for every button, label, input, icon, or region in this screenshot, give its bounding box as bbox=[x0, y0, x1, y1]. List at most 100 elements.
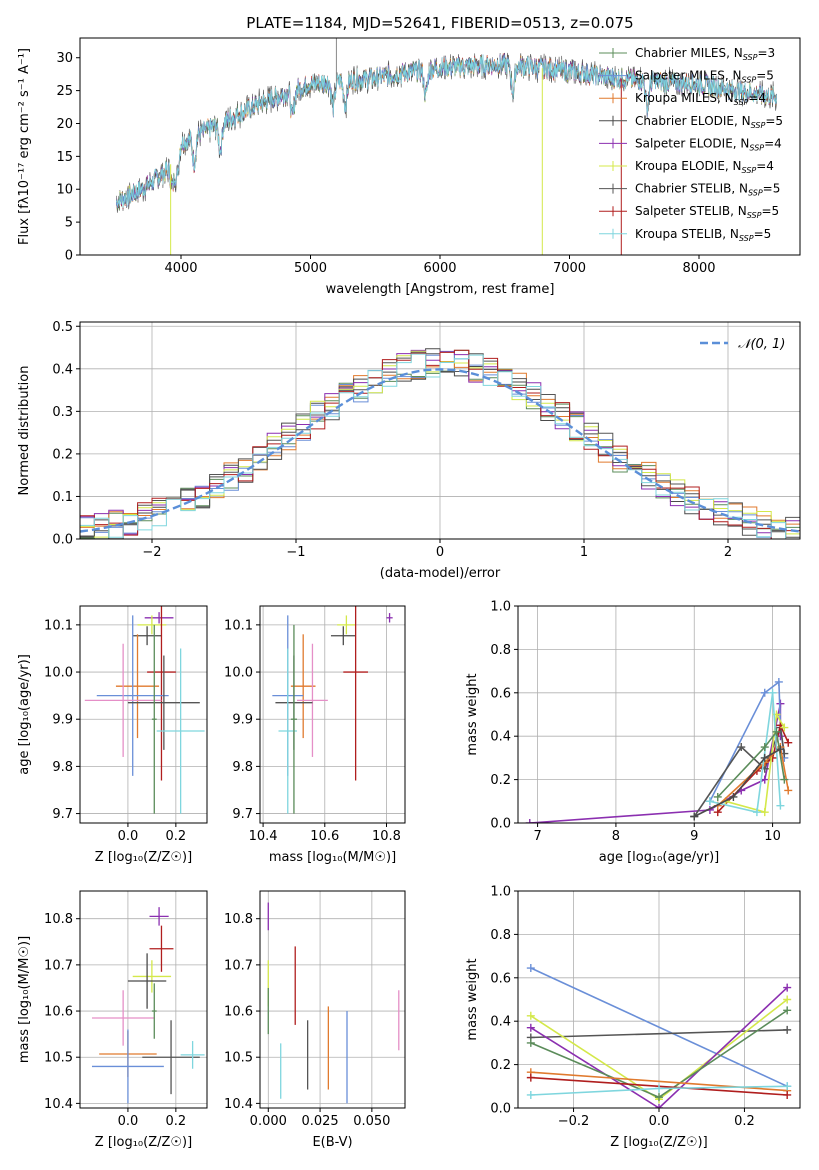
x-tick-label: 8 bbox=[612, 829, 620, 844]
plot-area bbox=[272, 606, 393, 814]
series-line bbox=[530, 967, 788, 1088]
plot-area bbox=[116, 38, 777, 255]
plot-area bbox=[84, 606, 205, 814]
y-tick-label: 1.0 bbox=[490, 600, 511, 615]
panel-weight_vs_Z: −0.2 0.0 0.2 0.0 0.2 0.4 0.6 0.8 1.0 Z [log₁₀(Z/Z… bbox=[465, 885, 801, 1150]
data-point bbox=[737, 743, 746, 752]
legend-entry: Kroupa ELODIE, NSSP=4 bbox=[635, 159, 774, 175]
data-point bbox=[760, 775, 769, 784]
y-tick-label: 0.4 bbox=[52, 362, 73, 377]
spectrum-kroupa_stelib bbox=[116, 54, 777, 208]
y-tick-label: 0.8 bbox=[490, 928, 511, 943]
gaussian-curve bbox=[80, 368, 800, 533]
y-axis-label: age [log₁₀(age/yr)] bbox=[17, 654, 32, 775]
y-tick-label: 10.5 bbox=[224, 1051, 253, 1066]
data-point bbox=[784, 786, 793, 795]
y-axis-label: Flux [fλ10⁻¹⁷ erg cm⁻² s⁻¹ A⁻¹] bbox=[17, 48, 32, 245]
data-point bbox=[776, 745, 785, 754]
x-tick-label: −2 bbox=[142, 545, 161, 560]
legend-entry: Salpeter MILES, NSSP=5 bbox=[635, 69, 774, 85]
data-point bbox=[776, 801, 785, 810]
plot-area bbox=[526, 964, 792, 1108]
panel-mass_vs_Z: 0.0 0.2 10.4 10.5 10.6 10.7 10.8 Z [log₁₀(Z/Z☉)… bbox=[17, 890, 208, 1150]
legend-entry: Salpeter ELODIE, NSSP=4 bbox=[635, 136, 782, 152]
y-tick-label: 10.1 bbox=[44, 618, 73, 633]
data-point bbox=[690, 812, 699, 821]
plot-area bbox=[267, 902, 400, 1104]
data-point bbox=[655, 1104, 663, 1108]
y-tick-label: 10.1 bbox=[224, 618, 253, 633]
legend: 𝒩(0, 1) bbox=[700, 337, 785, 352]
x-tick-label: 0.2 bbox=[166, 829, 187, 844]
x-axis-label: Z [log₁₀(Z/Z☉)] bbox=[95, 1135, 192, 1150]
x-tick-label: 0.2 bbox=[166, 1114, 187, 1129]
data-point bbox=[780, 775, 789, 784]
figure-title: PLATE=1184, MJD=52641, FIBERID=0513, z=0… bbox=[246, 14, 633, 32]
legend-entry: Kroupa MILES, NSSP=4 bbox=[635, 91, 766, 107]
y-tick-label: 0 bbox=[65, 249, 73, 264]
axes-frame bbox=[259, 890, 406, 1109]
x-tick-label: 0.0 bbox=[118, 1114, 139, 1129]
data-point bbox=[655, 1093, 663, 1102]
data-point bbox=[655, 1084, 663, 1093]
y-tick-label: 0.4 bbox=[490, 1015, 511, 1030]
data-point bbox=[760, 808, 769, 817]
x-axis-label: (data-model)/error bbox=[380, 566, 501, 581]
y-tick-label: 10.0 bbox=[44, 666, 73, 681]
x-tick-label: 9 bbox=[690, 829, 698, 844]
data-point bbox=[760, 753, 769, 762]
y-tick-label: 0.6 bbox=[490, 971, 511, 986]
series-line bbox=[693, 724, 786, 817]
data-point bbox=[760, 743, 769, 752]
legend-entry: 𝒩(0, 1) bbox=[738, 337, 785, 352]
plot-area bbox=[80, 348, 800, 539]
x-tick-label: 7000 bbox=[553, 261, 586, 276]
axes-frame bbox=[517, 605, 801, 824]
y-axis-label: mass weight bbox=[465, 673, 480, 755]
panel-residuals: −2 −1 0 1 2 0.0 0.1 0.2 0.3 0.4 0.5 (data-model)/er… bbox=[17, 320, 801, 581]
y-tick-label: 9.9 bbox=[232, 713, 253, 728]
panel-mass_vs_ebv: 0.000 0.025 0.050 10.4 10.5 10.6 10.7 10.8 E(B-V… bbox=[224, 890, 406, 1150]
legend: Chabrier MILES, NSSP=3 Salpeter MILES, NS… bbox=[599, 46, 783, 243]
data-point bbox=[705, 797, 714, 806]
y-axis-label: Normed distribution bbox=[17, 366, 32, 496]
x-axis-label: wavelength [Angstrom, rest frame] bbox=[326, 282, 555, 297]
x-tick-label: 0.025 bbox=[301, 1114, 338, 1129]
axes-frame bbox=[79, 321, 801, 540]
data-point bbox=[772, 727, 781, 736]
y-tick-label: 0.0 bbox=[52, 533, 73, 548]
x-axis-label: E(B-V) bbox=[312, 1135, 352, 1150]
x-axis-label: Z [log₁₀(Z/Z☉)] bbox=[95, 850, 192, 865]
y-tick-label: 10.4 bbox=[44, 1097, 73, 1112]
data-point bbox=[760, 688, 769, 697]
axes-frame bbox=[79, 605, 208, 824]
plot-area bbox=[525, 677, 793, 823]
panel-weight_vs_age: 7 8 9 10 0.0 0.2 0.4 0.6 0.8 1.0 age [log₁₀(age/yr… bbox=[465, 600, 801, 865]
panel-spectrum: 4000 5000 6000 7000 8000 0 5 10 15 20 25 30 waveleng… bbox=[17, 37, 801, 297]
histogram-salpeter_stelib bbox=[80, 349, 800, 539]
y-tick-label: 10.6 bbox=[224, 1005, 253, 1020]
y-axis-label: mass [log₁₀(M/M☉)] bbox=[17, 936, 32, 1063]
series-line bbox=[529, 703, 782, 823]
series-line bbox=[717, 729, 786, 798]
x-tick-label: 10.8 bbox=[372, 829, 401, 844]
x-tick-label: 10.4 bbox=[249, 829, 278, 844]
x-tick-label: 2 bbox=[724, 545, 732, 560]
axes-frame bbox=[259, 605, 406, 824]
axes-frame bbox=[517, 890, 801, 1109]
y-tick-label: 15 bbox=[56, 150, 73, 165]
y-tick-label: 25 bbox=[56, 84, 73, 99]
y-tick-label: 0.2 bbox=[490, 1058, 511, 1073]
x-axis-label: mass [log₁₀(M/M☉)] bbox=[269, 850, 396, 865]
axes-frame bbox=[79, 37, 801, 256]
x-axis-label: age [log₁₀(age/yr)] bbox=[599, 850, 720, 865]
y-tick-label: 9.8 bbox=[232, 760, 253, 775]
series-line bbox=[530, 987, 788, 1108]
y-tick-label: 30 bbox=[56, 51, 73, 66]
x-tick-label: 8000 bbox=[682, 261, 715, 276]
y-tick-label: 10.5 bbox=[44, 1051, 73, 1066]
data-point bbox=[768, 688, 777, 697]
y-tick-label: 5 bbox=[65, 216, 73, 231]
x-tick-label: 4000 bbox=[164, 261, 197, 276]
data-point bbox=[526, 1011, 535, 1020]
